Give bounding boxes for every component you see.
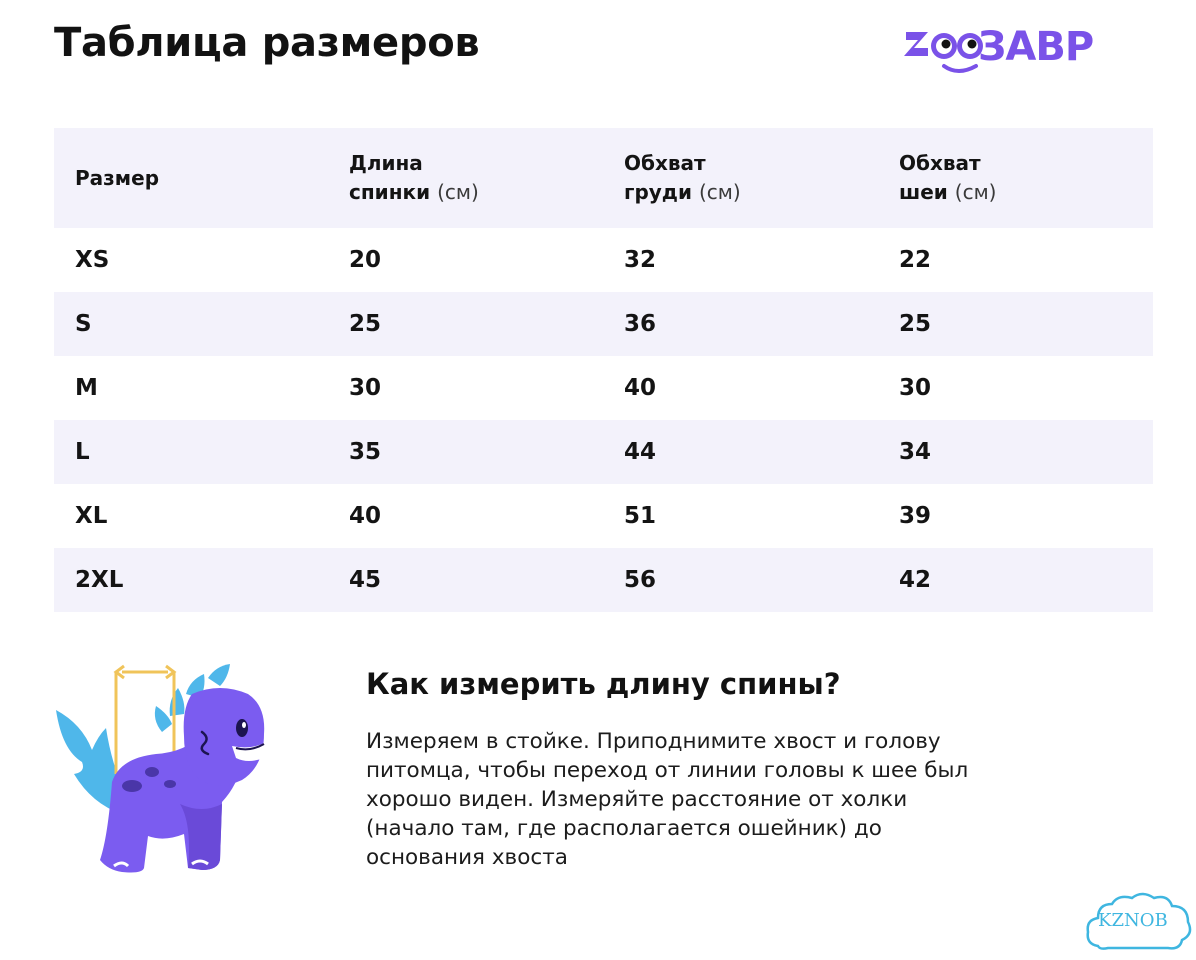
howto-title: Как измерить длину спины? bbox=[366, 667, 841, 701]
cell-chest-girth: 51 bbox=[624, 503, 657, 529]
table-header-row: Размер Длина спинки (см) Обхват груди (с… bbox=[54, 128, 1153, 228]
howto-line: питомца, чтобы переход от линии головы к… bbox=[366, 758, 969, 783]
howto-line: (начало там, где располагается ошейник) … bbox=[366, 816, 882, 841]
cell-neck-girth: 39 bbox=[899, 503, 932, 529]
cell-chest-girth: 36 bbox=[624, 311, 657, 337]
cell-neck-girth: 30 bbox=[899, 375, 932, 401]
cell-neck-girth: 22 bbox=[899, 247, 932, 273]
header-size: Размер bbox=[75, 165, 160, 190]
cloud-icon bbox=[1086, 892, 1192, 950]
cell-back-length: 30 bbox=[349, 375, 382, 401]
cell-chest-girth: 32 bbox=[624, 247, 657, 273]
brand-logo: ЗАВР bbox=[900, 22, 1160, 82]
cell-chest-girth: 56 bbox=[624, 567, 657, 593]
cell-back-length: 25 bbox=[349, 311, 382, 337]
howto-text: Измеряем в стойке. Приподнимите хвост и … bbox=[366, 727, 1086, 872]
logo-text: ЗАВР bbox=[978, 24, 1094, 70]
header-neck-girth: Обхват шеи (см) bbox=[899, 151, 997, 204]
cell-size: 2XL bbox=[75, 567, 124, 593]
table-row: XL 40 51 39 bbox=[54, 484, 1153, 548]
watermark: KZNOB bbox=[1084, 890, 1194, 956]
cell-neck-girth: 34 bbox=[899, 439, 932, 465]
cell-back-length: 40 bbox=[349, 503, 382, 529]
table-row: XS 20 32 22 bbox=[54, 228, 1153, 292]
cell-back-length: 45 bbox=[349, 567, 382, 593]
howto-line: хорошо виден. Измеряйте расстояние от хо… bbox=[366, 787, 908, 812]
table-row: S 25 36 25 bbox=[54, 292, 1153, 356]
table-row: 2XL 45 56 42 bbox=[54, 548, 1153, 612]
header-chest-girth: Обхват груди (см) bbox=[624, 151, 741, 204]
cell-back-length: 35 bbox=[349, 439, 382, 465]
header-back-length: Длина спинки (см) bbox=[349, 151, 479, 204]
table-row: M 30 40 30 bbox=[54, 356, 1153, 420]
cell-back-length: 20 bbox=[349, 247, 382, 273]
cell-size: L bbox=[75, 439, 90, 465]
cell-neck-girth: 42 bbox=[899, 567, 932, 593]
howto-line: Измеряем в стойке. Приподнимите хвост и … bbox=[366, 729, 941, 754]
page-title: Таблица размеров bbox=[54, 20, 480, 66]
cell-neck-girth: 25 bbox=[899, 311, 932, 337]
cell-chest-girth: 40 bbox=[624, 375, 657, 401]
size-table: Размер Длина спинки (см) Обхват груди (с… bbox=[54, 128, 1153, 612]
cell-size: S bbox=[75, 311, 92, 337]
dinosaur-mascot-icon bbox=[56, 664, 266, 873]
cell-size: M bbox=[75, 375, 98, 401]
howto-line: основания хвоста bbox=[366, 845, 568, 870]
watermark-text: KZNOB bbox=[1098, 910, 1168, 931]
cell-chest-girth: 44 bbox=[624, 439, 657, 465]
logo-eyes-icon bbox=[904, 32, 983, 73]
cell-size: XS bbox=[75, 247, 110, 273]
table-row: L 35 44 34 bbox=[54, 420, 1153, 484]
cell-size: XL bbox=[75, 503, 108, 529]
